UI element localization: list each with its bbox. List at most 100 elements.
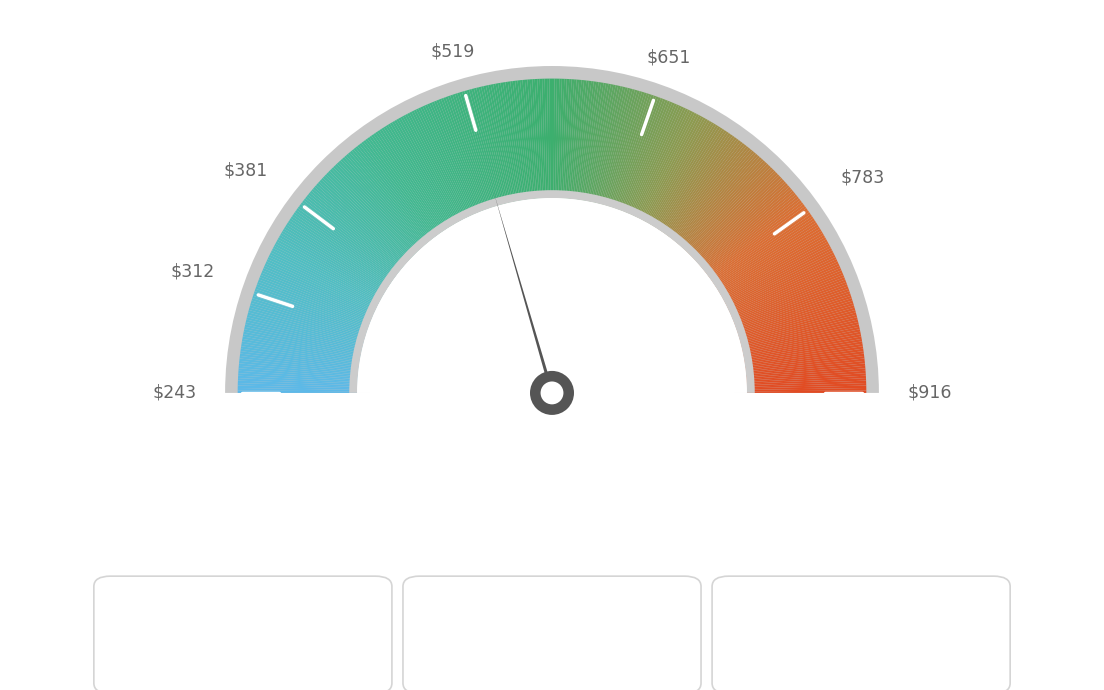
Wedge shape (394, 120, 456, 224)
Wedge shape (703, 195, 797, 271)
Wedge shape (592, 85, 618, 202)
Wedge shape (266, 262, 375, 313)
Wedge shape (278, 237, 383, 297)
Wedge shape (383, 126, 449, 228)
Wedge shape (728, 257, 837, 310)
Wedge shape (741, 313, 857, 344)
Wedge shape (746, 366, 866, 377)
Wedge shape (353, 148, 431, 242)
Wedge shape (736, 293, 851, 333)
Wedge shape (396, 119, 457, 224)
Wedge shape (697, 184, 788, 264)
Wedge shape (496, 83, 519, 201)
Wedge shape (595, 86, 623, 203)
Wedge shape (730, 264, 839, 314)
Wedge shape (290, 216, 391, 285)
Wedge shape (725, 250, 834, 306)
Wedge shape (532, 79, 541, 199)
Wedge shape (614, 95, 654, 208)
Wedge shape (652, 124, 716, 227)
Wedge shape (385, 125, 450, 228)
Wedge shape (628, 104, 677, 214)
Wedge shape (272, 248, 379, 304)
Wedge shape (690, 170, 776, 256)
Wedge shape (684, 162, 767, 251)
Wedge shape (670, 143, 745, 239)
Wedge shape (252, 298, 367, 335)
Wedge shape (285, 224, 388, 290)
Wedge shape (730, 266, 840, 315)
Wedge shape (683, 161, 765, 250)
Wedge shape (745, 356, 864, 371)
Wedge shape (701, 190, 794, 268)
Wedge shape (371, 135, 442, 233)
Wedge shape (242, 342, 360, 362)
Wedge shape (246, 317, 363, 348)
Wedge shape (630, 106, 681, 215)
Wedge shape (280, 233, 384, 295)
Wedge shape (247, 315, 363, 346)
Wedge shape (560, 79, 566, 198)
Wedge shape (548, 79, 551, 198)
Wedge shape (238, 366, 358, 377)
Wedge shape (368, 137, 438, 235)
Wedge shape (718, 226, 820, 291)
Wedge shape (245, 324, 362, 352)
Wedge shape (481, 86, 509, 203)
Wedge shape (661, 133, 731, 233)
Wedge shape (723, 241, 829, 300)
Wedge shape (609, 92, 647, 207)
Wedge shape (237, 378, 358, 385)
Wedge shape (240, 358, 359, 373)
Wedge shape (520, 80, 533, 199)
Wedge shape (266, 259, 375, 311)
Wedge shape (569, 80, 582, 199)
Text: $519: $519 (431, 43, 475, 61)
Wedge shape (254, 291, 368, 331)
Wedge shape (538, 79, 544, 198)
Wedge shape (244, 329, 361, 355)
Wedge shape (425, 104, 475, 215)
Wedge shape (427, 104, 476, 214)
Wedge shape (659, 130, 726, 231)
Wedge shape (744, 342, 862, 362)
Wedge shape (715, 220, 816, 287)
Wedge shape (238, 368, 358, 379)
Wedge shape (634, 108, 686, 217)
Wedge shape (238, 375, 358, 384)
Wedge shape (245, 322, 362, 351)
Wedge shape (711, 210, 809, 281)
Wedge shape (700, 189, 793, 268)
Wedge shape (746, 368, 866, 379)
Wedge shape (625, 101, 672, 213)
Wedge shape (261, 273, 372, 319)
Wedge shape (641, 114, 699, 221)
Wedge shape (412, 110, 466, 219)
Wedge shape (737, 298, 852, 335)
Wedge shape (743, 327, 860, 353)
Wedge shape (429, 103, 477, 213)
Wedge shape (237, 391, 357, 393)
Wedge shape (636, 110, 690, 218)
Wedge shape (733, 277, 846, 323)
Wedge shape (373, 133, 443, 233)
Wedge shape (238, 373, 358, 382)
Wedge shape (731, 268, 841, 317)
Wedge shape (714, 218, 815, 286)
Wedge shape (253, 296, 367, 334)
Wedge shape (721, 235, 825, 297)
Wedge shape (465, 90, 499, 206)
Wedge shape (330, 169, 415, 255)
Wedge shape (573, 81, 588, 199)
Wedge shape (739, 300, 853, 337)
Wedge shape (707, 202, 804, 276)
Wedge shape (457, 92, 495, 207)
Wedge shape (270, 250, 379, 306)
Wedge shape (693, 176, 782, 259)
Wedge shape (333, 166, 417, 253)
Wedge shape (747, 391, 867, 393)
Wedge shape (237, 386, 358, 390)
Circle shape (530, 371, 574, 415)
Wedge shape (401, 117, 459, 222)
Wedge shape (421, 106, 471, 216)
